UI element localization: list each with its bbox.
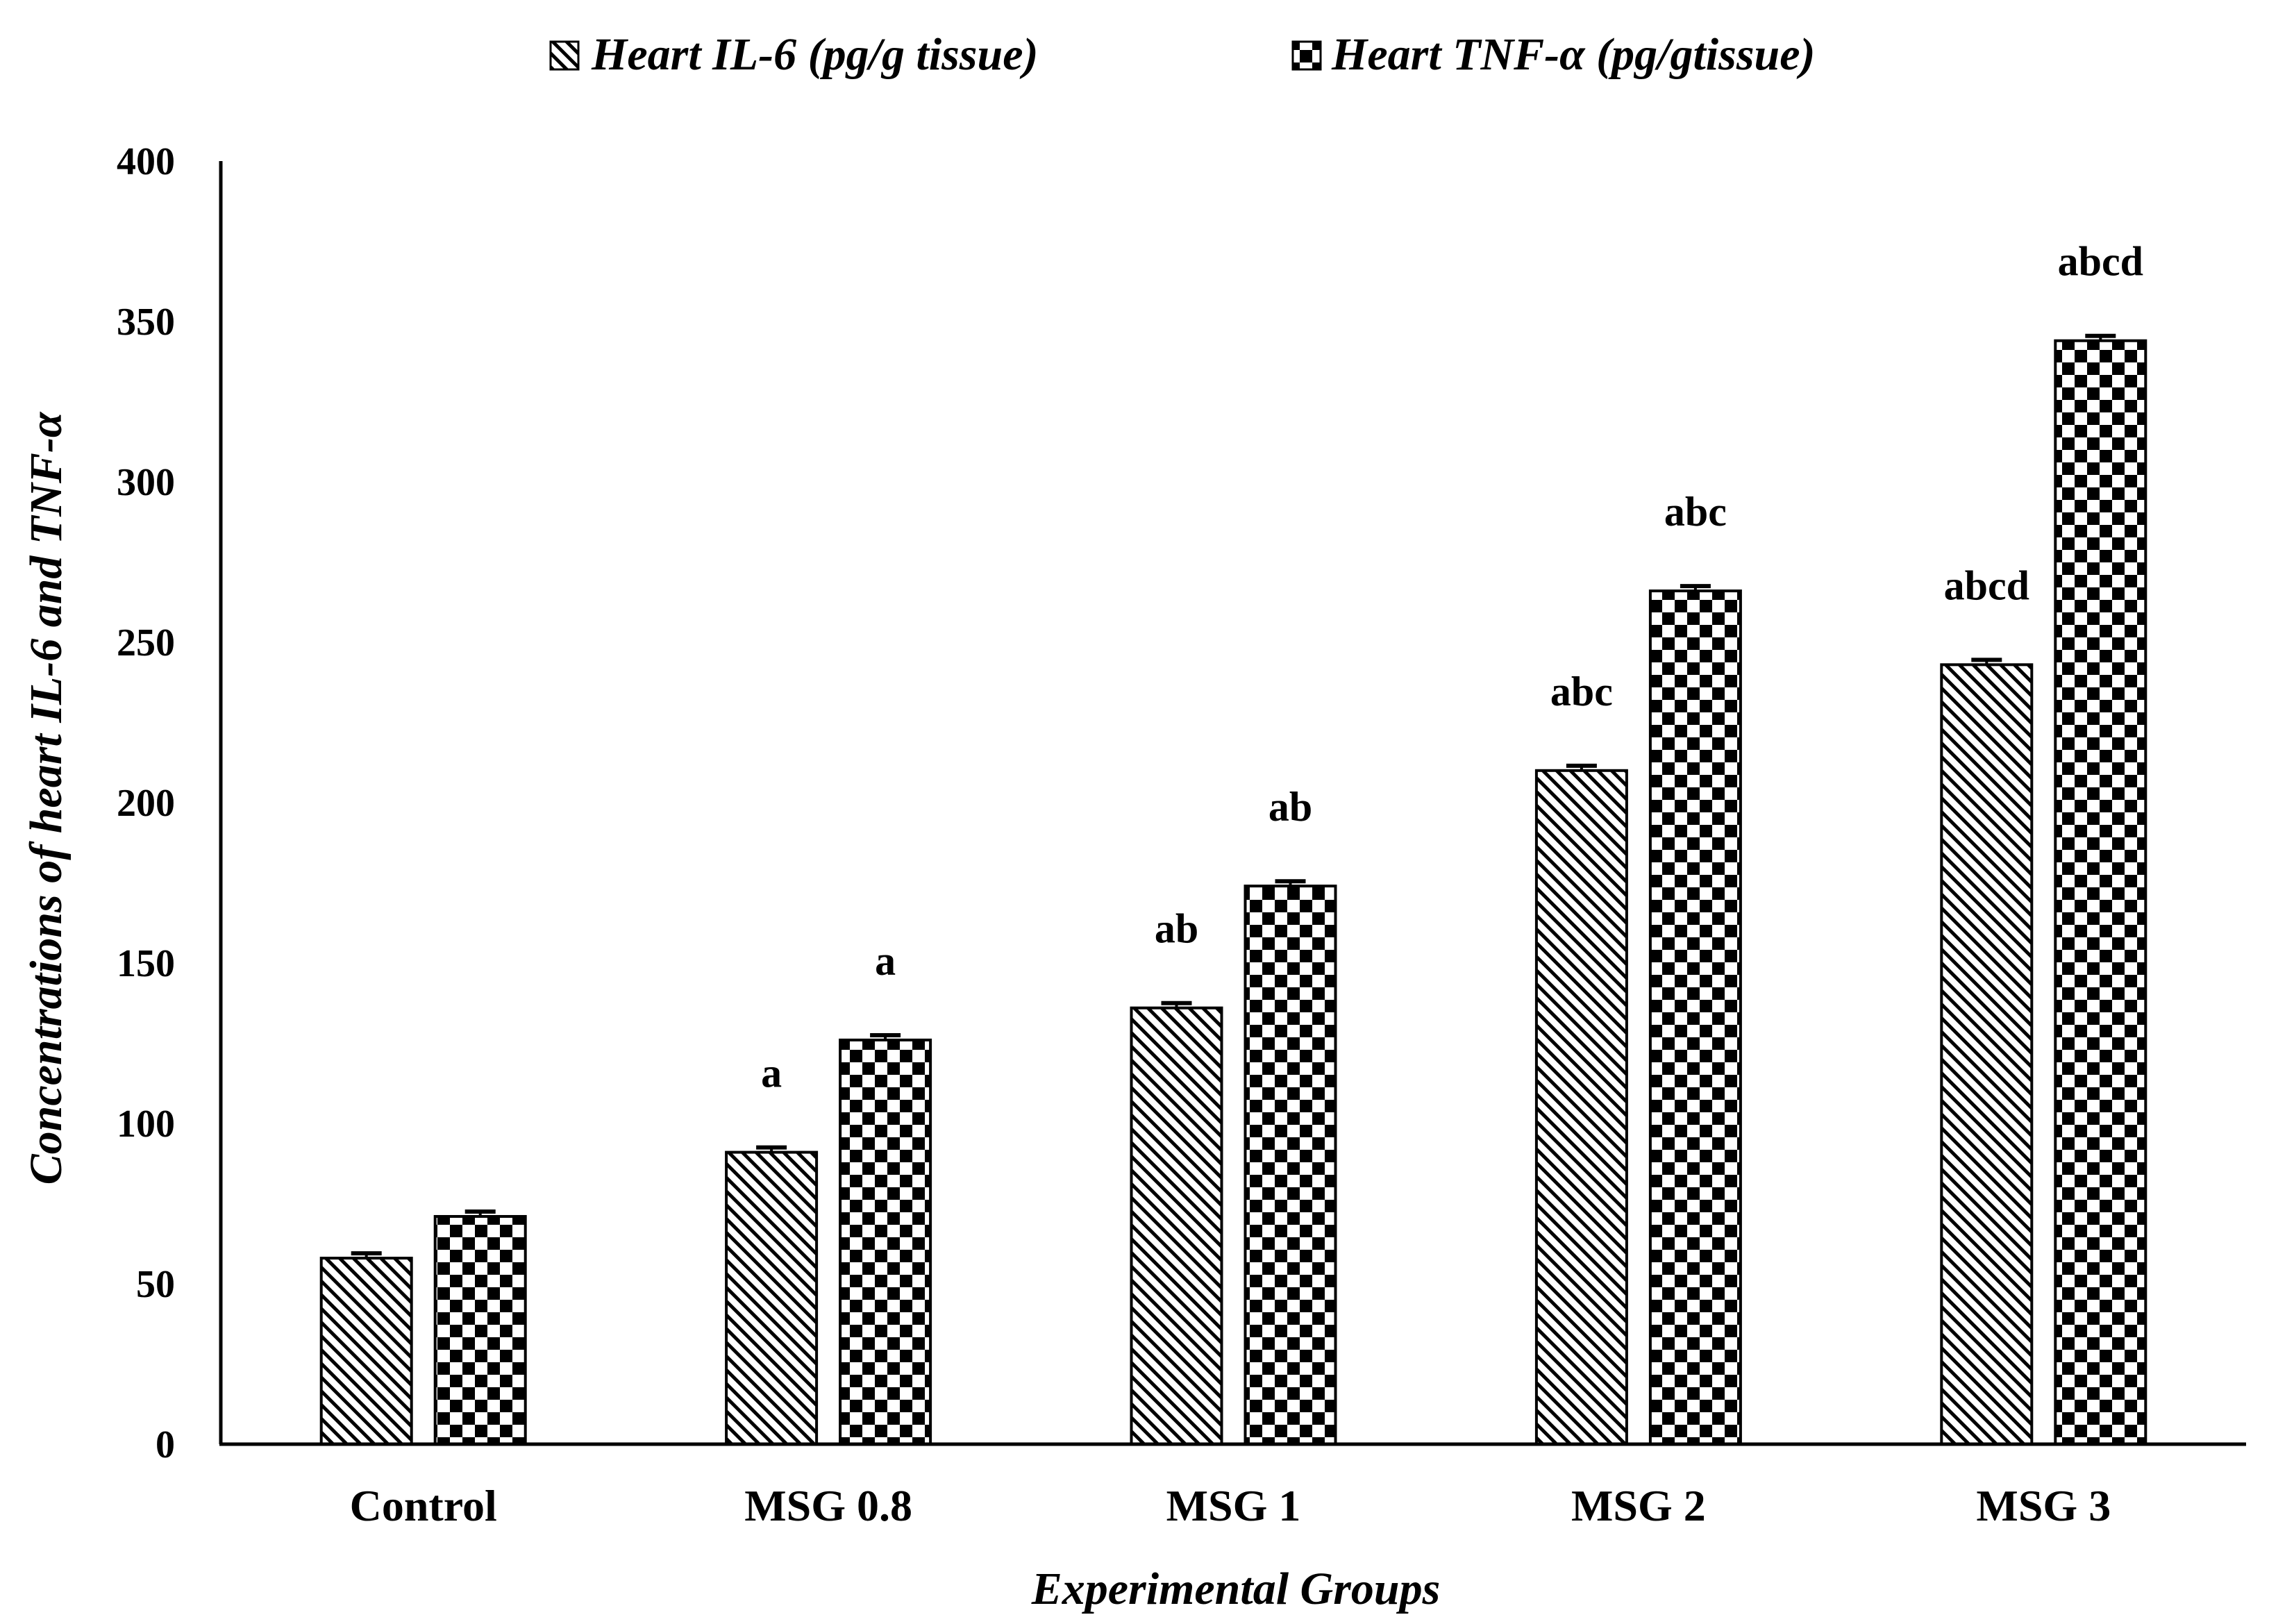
bars: a a ab ab abc abc abcd abcd — [319, 239, 2147, 1446]
legend: Heart IL-6 (pg/g tissue) Heart TNF-α (pg… — [549, 29, 1815, 80]
significance-label-il6: ab — [1155, 906, 1198, 952]
significance-label-tnf: a — [875, 938, 896, 984]
y-tick-label: 300 — [117, 461, 175, 504]
x-tick-label: MSG 0.8 — [744, 1481, 912, 1530]
x-axis-labels: Control MSG 0.8 MSG 1 MSG 2 MSG 3 — [350, 1481, 2111, 1530]
legend-label-il6: Heart IL-6 (pg/g tissue) — [591, 29, 1038, 80]
bar-tnf — [839, 1038, 932, 1446]
bar-tnf — [433, 1214, 527, 1446]
y-tick-label: 0 — [156, 1423, 175, 1466]
significance-label-tnf: abc — [1664, 489, 1727, 535]
legend-swatch-tnf — [1291, 40, 1322, 71]
significance-label-il6: abcd — [1944, 562, 2029, 608]
x-tick-label: MSG 3 — [1976, 1481, 2111, 1530]
bar-il6 — [319, 1257, 413, 1446]
significance-label-tnf: abcd — [2058, 239, 2143, 285]
y-tick-label: 50 — [136, 1263, 175, 1306]
y-tick-label: 250 — [117, 621, 175, 664]
bar-il6 — [1130, 1006, 1223, 1446]
y-tick-label: 400 — [117, 140, 175, 183]
y-tick-label: 100 — [117, 1103, 175, 1146]
significance-label-tnf: ab — [1269, 784, 1312, 830]
bar-il6 — [1940, 663, 2034, 1446]
y-tick-label: 200 — [117, 782, 175, 825]
x-tick-label: MSG 2 — [1571, 1481, 1706, 1530]
legend-item-il6: Heart IL-6 (pg/g tissue) — [549, 29, 1038, 80]
legend-swatch-il6 — [549, 40, 580, 71]
bar-il6 — [725, 1150, 819, 1446]
y-tick-label: 150 — [117, 942, 175, 985]
bar-tnf — [2054, 339, 2147, 1446]
x-tick-label: Control — [350, 1481, 497, 1530]
y-tick-label: 350 — [117, 301, 175, 344]
bar-il6 — [1534, 769, 1628, 1446]
y-axis-title: Concentrations of heart IL-6 and TNF-α — [21, 411, 72, 1184]
significance-label-il6: a — [761, 1050, 782, 1096]
bar-tnf — [1244, 885, 1337, 1446]
y-axis-ticks: 0 50 100 150 200 250 300 350 400 — [117, 140, 175, 1466]
legend-item-tnf: Heart TNF-α (pg/gtissue) — [1291, 29, 1815, 80]
x-tick-label: MSG 1 — [1166, 1481, 1301, 1530]
x-axis-title: Experimental Groups — [1031, 1564, 1441, 1614]
significance-label-il6: abc — [1550, 669, 1613, 714]
bar-tnf — [1648, 589, 1742, 1446]
legend-label-tnf: Heart TNF-α (pg/gtissue) — [1331, 29, 1815, 80]
